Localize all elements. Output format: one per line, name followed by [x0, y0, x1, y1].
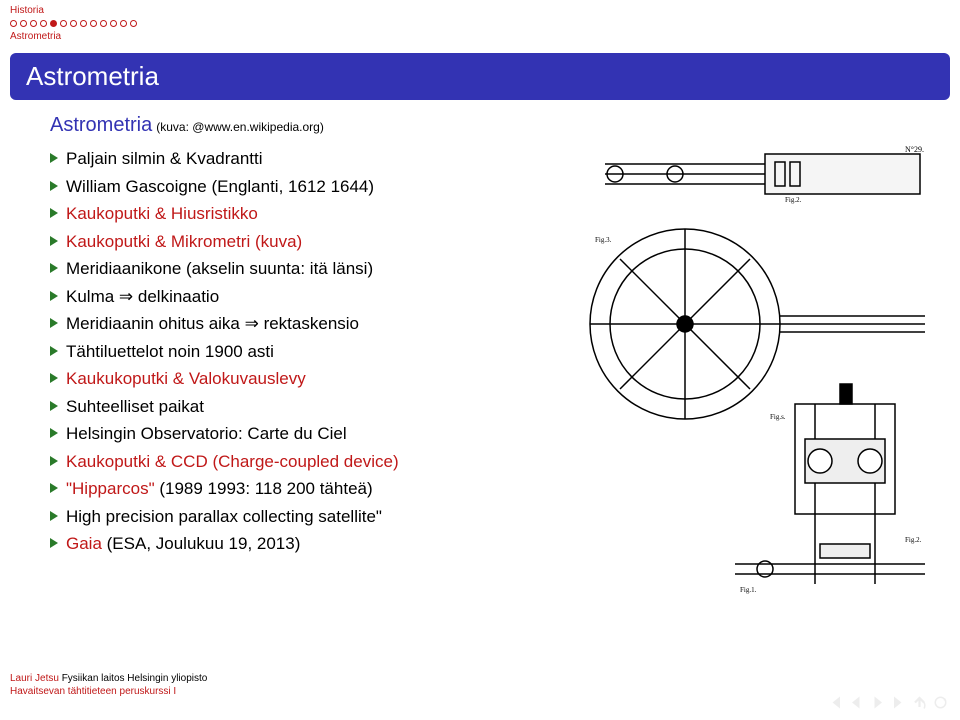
list-item: Kaukukoputki & Valokuvauslevy — [50, 365, 550, 393]
progress-dot[interactable] — [10, 20, 17, 27]
list-item-tail: (1989 1993: 118 200 tähteä) — [155, 479, 373, 498]
list-item-tail: (ESA, Joulukuu 19, 2013) — [102, 534, 300, 553]
list-item: William Gascoigne (Englanti, 1612 1644) — [50, 173, 550, 201]
list-item-text: Meridiaanin ohitus aika ⇒ rektaskensio — [66, 311, 359, 337]
footer-course: Havaitsevan tähtitieteen peruskurssi I — [10, 686, 176, 697]
list-item-text: Kulma ⇒ delkinaatio — [66, 284, 219, 310]
nav-back-icon[interactable] — [912, 695, 927, 710]
bullet-icon — [50, 401, 58, 411]
list-item-text: Kaukoputki & Mikrometri (kuva) — [66, 229, 302, 255]
nav-last-icon[interactable] — [891, 695, 906, 710]
progress-dots — [10, 17, 950, 30]
svg-text:Fig.2.: Fig.2. — [785, 196, 802, 204]
progress-dot[interactable] — [90, 20, 97, 27]
progress-dot[interactable] — [130, 20, 137, 27]
bullet-icon — [50, 483, 58, 493]
bullet-icon — [50, 346, 58, 356]
nav-cycle-icon[interactable] — [933, 695, 948, 710]
source-line: Astrometria (kuva: @www.en.wikipedia.org… — [50, 114, 550, 137]
list-item-text: Gaia (ESA, Joulukuu 19, 2013) — [66, 531, 300, 557]
list-item-text: Kaukoputki & CCD (Charge-coupled device) — [66, 449, 399, 475]
list-item-text: "Hipparcos" (1989 1993: 118 200 tähteä) — [66, 476, 373, 502]
bullet-icon — [50, 318, 58, 328]
page-title: Astrometria — [26, 61, 934, 92]
bullet-icon — [50, 511, 58, 521]
footer: Lauri Jetsu Fysiikan laitos Helsingin yl… — [10, 672, 207, 698]
list-item-text: Tähtiluettelot noin 1900 asti — [66, 339, 274, 365]
list-item: Kaukoputki & Hiusristikko — [50, 200, 550, 228]
svg-text:Fig.1.: Fig.1. — [740, 586, 757, 594]
progress-dot[interactable] — [30, 20, 37, 27]
list-item-prefix: "Hipparcos" — [66, 479, 155, 498]
list-item: Meridiaanikone (akselin suunta: itä läns… — [50, 255, 550, 283]
title-block: Astrometria — [10, 53, 950, 100]
text-column: Astrometria (kuva: @www.en.wikipedia.org… — [50, 114, 550, 604]
list-item: Kaukoputki & CCD (Charge-coupled device) — [50, 448, 550, 476]
svg-text:N°29.: N°29. — [905, 145, 924, 154]
svg-text:Fig.s.: Fig.s. — [770, 413, 786, 421]
list-item-text: William Gascoigne (Englanti, 1612 1644) — [66, 174, 374, 200]
list-item-prefix: Gaia — [66, 534, 102, 553]
list-item: High precision parallax collecting satel… — [50, 503, 550, 531]
list-item-text: Meridiaanikone (akselin suunta: itä läns… — [66, 256, 373, 282]
bullet-icon — [50, 291, 58, 301]
bullet-icon — [50, 208, 58, 218]
list-item-text: Helsingin Observatorio: Carte du Ciel — [66, 421, 347, 447]
progress-dot[interactable] — [80, 20, 87, 27]
list-item: Suhteelliset paikat — [50, 393, 550, 421]
source-cite: (kuva: @www.en.wikipedia.org) — [156, 120, 324, 134]
progress-dot[interactable] — [60, 20, 67, 27]
nav-prev-icon[interactable] — [849, 695, 864, 710]
list-item-text: Kaukoputki & Hiusristikko — [66, 201, 258, 227]
list-item-text: Kaukukoputki & Valokuvauslevy — [66, 366, 306, 392]
figure-column: N°29. Fig.2. Fig.3. — [550, 114, 940, 604]
progress-dot[interactable] — [70, 20, 77, 27]
bullet-icon — [50, 153, 58, 163]
list-item: Helsingin Observatorio: Carte du Ciel — [50, 420, 550, 448]
nav-first-icon[interactable] — [828, 695, 843, 710]
svg-text:Fig.2.: Fig.2. — [905, 536, 922, 544]
list-item: Kulma ⇒ delkinaatio — [50, 283, 550, 311]
progress-dot[interactable] — [100, 20, 107, 27]
bullet-icon — [50, 538, 58, 548]
bullet-icon — [50, 263, 58, 273]
progress-dot[interactable] — [120, 20, 127, 27]
main-content: Astrometria (kuva: @www.en.wikipedia.org… — [0, 100, 960, 604]
bullet-icon — [50, 181, 58, 191]
list-item-text: High precision parallax collecting satel… — [66, 504, 382, 530]
list-item: Meridiaanin ohitus aika ⇒ rektaskensio — [50, 310, 550, 338]
list-item: Kaukoputki & Mikrometri (kuva) — [50, 228, 550, 256]
list-item: Paljain silmin & Kvadrantti — [50, 145, 550, 173]
progress-dot[interactable] — [40, 20, 47, 27]
list-item-text: Suhteelliset paikat — [66, 394, 204, 420]
bullet-icon — [50, 456, 58, 466]
bullet-icon — [50, 428, 58, 438]
progress-dot[interactable] — [20, 20, 27, 27]
svg-text:Fig.3.: Fig.3. — [595, 236, 612, 244]
progress-dot[interactable] — [50, 20, 57, 27]
list-item: Gaia (ESA, Joulukuu 19, 2013) — [50, 530, 550, 558]
progress-dot[interactable] — [110, 20, 117, 27]
slide-nav-icons — [828, 695, 948, 710]
list-item: Tähtiluettelot noin 1900 asti — [50, 338, 550, 366]
source-head: Astrometria — [50, 114, 152, 137]
list-item-text: Paljain silmin & Kvadrantti — [66, 146, 263, 172]
list-item: "Hipparcos" (1989 1993: 118 200 tähteä) — [50, 475, 550, 503]
micrometer-figure: N°29. Fig.2. Fig.3. — [565, 144, 925, 604]
footer-affil: Fysiikan laitos Helsingin yliopisto — [62, 673, 208, 684]
nav-section-link[interactable]: Historia — [10, 5, 44, 16]
header-nav: Historia Astrometria Astrometria — [0, 0, 960, 100]
bullet-list: Paljain silmin & KvadranttiWilliam Gasco… — [50, 145, 550, 558]
nav-subsection-link[interactable]: Astrometria — [10, 31, 61, 42]
nav-next-icon[interactable] — [870, 695, 885, 710]
bullet-icon — [50, 236, 58, 246]
bullet-icon — [50, 373, 58, 383]
footer-author: Lauri Jetsu — [10, 673, 59, 684]
